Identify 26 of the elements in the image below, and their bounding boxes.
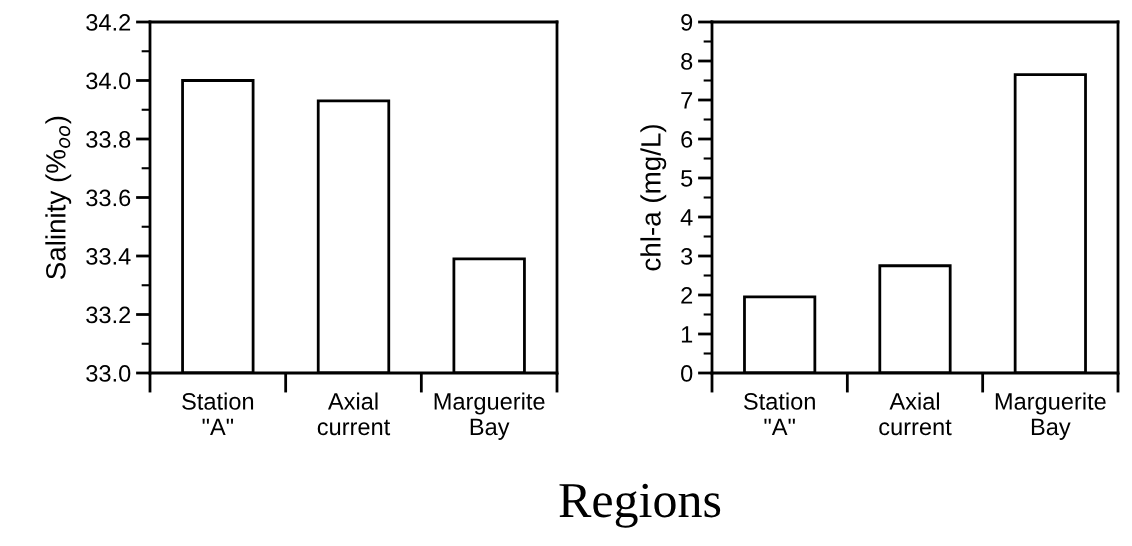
y-tick-label: 33.4 xyxy=(86,248,131,265)
y-tick-label: 5 xyxy=(681,170,693,187)
y-axis-title: chl-a (mg/L) xyxy=(640,125,667,271)
x-tick-label: Station "A" xyxy=(182,392,254,435)
y-tick-label: 8 xyxy=(681,53,693,70)
y-tick-label: 33.6 xyxy=(86,189,131,207)
y-tick-label: 3 xyxy=(681,248,693,265)
y-tick-label: 4 xyxy=(680,209,693,226)
y-tick-label: 6 xyxy=(681,131,693,148)
x-tick-label: Marguerite Bay xyxy=(434,392,545,440)
y-tick-label: 0 xyxy=(681,365,693,382)
y-tick-label: 33.0 xyxy=(86,365,131,382)
y-tick-label: 34.0 xyxy=(86,72,131,90)
x-tick-label: Axial current xyxy=(879,392,952,436)
x-tick-label: Station "A" xyxy=(743,392,815,435)
x-tick-label: Axial current xyxy=(317,392,391,436)
y-tick-label: 33.8 xyxy=(86,131,131,148)
y-tick-label: 33.2 xyxy=(86,306,131,324)
x-axis-title: Regions xyxy=(559,483,721,528)
y-tick-label: 2 xyxy=(681,287,693,304)
x-tick-label: Marguerite Bay xyxy=(995,392,1106,440)
y-axis-title: Salinity (%$_{oo}$) xyxy=(45,116,72,280)
y-tick-label: 1 xyxy=(681,326,693,343)
y-tick-label: 34.2 xyxy=(86,14,131,31)
y-tick-label: 9 xyxy=(681,14,693,31)
y-tick-label: 7 xyxy=(681,92,693,109)
